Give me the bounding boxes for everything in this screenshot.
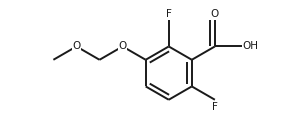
Text: O: O bbox=[118, 41, 127, 51]
Text: O: O bbox=[72, 41, 81, 51]
Text: F: F bbox=[212, 102, 218, 112]
Text: F: F bbox=[166, 9, 172, 19]
Text: OH: OH bbox=[242, 41, 259, 51]
Text: O: O bbox=[211, 9, 219, 19]
